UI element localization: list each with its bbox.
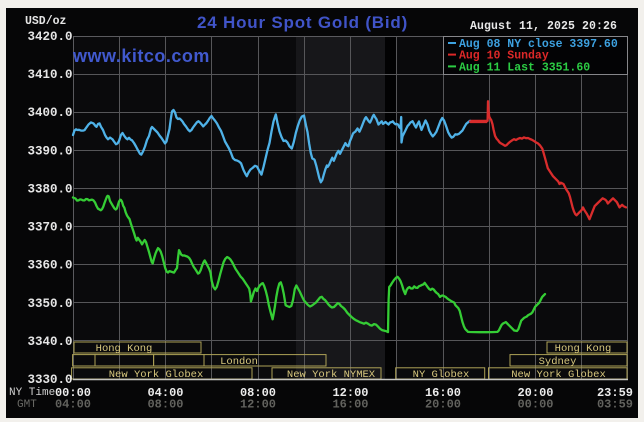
svg-text:16:00: 16:00	[425, 386, 461, 400]
svg-text:Aug 11 Last 3351.60: Aug 11 Last 3351.60	[459, 61, 590, 74]
svg-text:3390.0: 3390.0	[27, 144, 72, 158]
svg-text:New York Globex: New York Globex	[109, 369, 204, 381]
svg-text:12:00: 12:00	[332, 386, 368, 400]
svg-text:3330.0: 3330.0	[27, 373, 72, 387]
svg-text:New York Globex: New York Globex	[511, 369, 606, 381]
svg-text:3420.0: 3420.0	[27, 30, 72, 44]
svg-text:Hong Kong: Hong Kong	[96, 343, 153, 355]
svg-text:Aug 08 NY close 3397.60: Aug 08 NY close 3397.60	[459, 38, 618, 51]
svg-text:16:00: 16:00	[332, 398, 368, 412]
svg-text:Hong Kong: Hong Kong	[555, 343, 612, 355]
svg-text:04:00: 04:00	[55, 398, 91, 412]
svg-text:3380.0: 3380.0	[27, 182, 72, 196]
svg-text:12:00: 12:00	[240, 398, 276, 412]
svg-text:08:00: 08:00	[147, 398, 183, 412]
svg-text:London: London	[220, 356, 258, 368]
svg-text:08:00: 08:00	[240, 386, 276, 400]
svg-text:Sydney: Sydney	[539, 356, 577, 368]
svg-text:Aug 10 Sunday: Aug 10 Sunday	[459, 50, 549, 63]
svg-text:3360.0: 3360.0	[27, 259, 72, 273]
svg-text:20:00: 20:00	[517, 386, 553, 400]
svg-text:20:00: 20:00	[425, 398, 461, 412]
svg-text:3350.0: 3350.0	[27, 297, 72, 311]
svg-text:3340.0: 3340.0	[27, 335, 72, 349]
svg-text:00:00: 00:00	[517, 398, 553, 412]
svg-text:23:59: 23:59	[597, 386, 633, 400]
svg-text:04:00: 04:00	[147, 386, 183, 400]
svg-text:New York NYMEX: New York NYMEX	[287, 369, 376, 381]
svg-text:3370.0: 3370.0	[27, 221, 72, 235]
svg-text:03:59: 03:59	[597, 398, 633, 412]
svg-text:00:00: 00:00	[55, 386, 91, 400]
svg-text:NY Globex: NY Globex	[413, 369, 470, 381]
svg-text:3410.0: 3410.0	[27, 68, 72, 82]
svg-text:3400.0: 3400.0	[27, 106, 72, 120]
